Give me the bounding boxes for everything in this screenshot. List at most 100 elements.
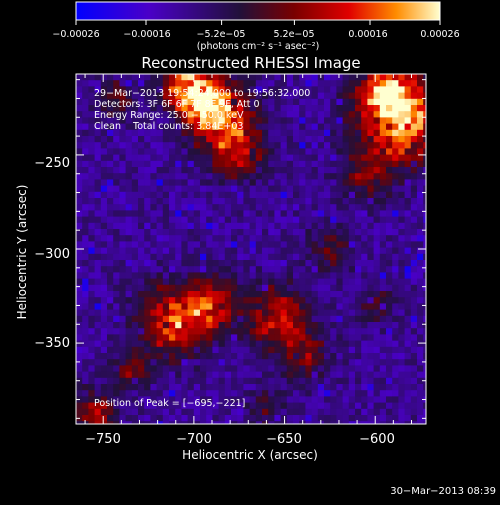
heatmap-cell — [150, 390, 157, 397]
heatmap-cell — [162, 359, 170, 366]
heatmap-cell — [249, 390, 257, 397]
heatmap-cell — [100, 229, 108, 236]
heatmap-cell — [342, 278, 350, 286]
heatmap-cell — [293, 229, 300, 236]
heatmap-cell — [386, 117, 393, 124]
heatmap-cell — [361, 142, 368, 149]
heatmap-cell — [361, 210, 368, 217]
heatmap-cell — [268, 328, 275, 335]
heatmap-cell — [119, 98, 126, 106]
heatmap-cell — [212, 92, 219, 100]
heatmap-cell — [162, 272, 170, 279]
heatmap-cell — [181, 303, 188, 310]
heatmap-cell — [355, 216, 362, 224]
heatmap-cell — [224, 278, 232, 286]
heatmap-cell — [286, 371, 294, 379]
heatmap-cell — [373, 297, 381, 304]
heatmap-cell — [274, 291, 281, 298]
heatmap-cell — [274, 390, 281, 397]
heatmap-cell — [224, 111, 232, 118]
heatmap-cell — [255, 390, 263, 397]
heatmap-cell — [212, 204, 219, 211]
heatmap-cell — [373, 173, 381, 180]
heatmap-cell — [342, 297, 350, 304]
heatmap-cell — [150, 98, 157, 106]
heatmap-cell — [237, 315, 244, 323]
y-tick-label-1: −300 — [34, 247, 70, 262]
heatmap-cell — [94, 98, 102, 106]
heatmap-cell — [156, 340, 164, 348]
heatmap-cell — [280, 179, 288, 186]
heatmap-cell — [76, 216, 83, 224]
heatmap-cell — [367, 359, 374, 366]
heatmap-cell — [355, 421, 362, 424]
heatmap-cell — [398, 210, 405, 217]
heatmap-cell — [355, 284, 362, 292]
heatmap-cell — [361, 86, 368, 93]
heatmap-cell — [268, 340, 275, 348]
info-line-detectors: Detectors: 3F 6F 6F 7F 8F 9F, Att 0 — [94, 99, 260, 110]
heatmap-cell — [293, 266, 300, 273]
heatmap-cell — [274, 98, 281, 106]
heatmap-cell — [324, 98, 331, 106]
heatmap-cell — [348, 142, 356, 149]
heatmap-cell — [255, 160, 263, 168]
heatmap-cell — [150, 421, 157, 424]
heatmap-cell — [311, 278, 319, 286]
heatmap-cell — [423, 390, 426, 397]
heatmap-cell — [94, 105, 102, 112]
heatmap-cell — [348, 204, 356, 211]
heatmap-cell — [138, 210, 145, 217]
heatmap-cell — [138, 136, 145, 143]
heatmap-cell — [150, 415, 157, 422]
heatmap-cell — [373, 315, 381, 323]
heatmap-cell — [224, 408, 232, 416]
heatmap-cell — [330, 334, 337, 341]
heatmap-cell — [293, 111, 300, 118]
colorbar-tick-label-2: −5.2e−05 — [197, 29, 246, 40]
heatmap-cell — [94, 129, 102, 137]
heatmap-cell — [293, 377, 300, 385]
heatmap-cell — [224, 154, 232, 162]
heatmap-cell — [131, 402, 139, 410]
heatmap-cell — [162, 402, 170, 410]
heatmap-cell — [317, 415, 325, 422]
heatmap-cell — [255, 340, 263, 348]
heatmap-cell — [193, 340, 201, 348]
heatmap-cell — [342, 421, 350, 424]
heatmap-cell — [268, 297, 275, 304]
heatmap-cell — [293, 390, 300, 397]
heatmap-cell — [200, 421, 207, 424]
heatmap-cell — [330, 303, 337, 310]
heatmap-cell — [417, 148, 424, 155]
heatmap-cell — [286, 353, 294, 360]
heatmap-cell — [311, 154, 319, 162]
heatmap-cell — [131, 359, 139, 366]
heatmap-cell — [274, 365, 281, 372]
heatmap-cell — [268, 359, 275, 366]
heatmap-cell — [398, 322, 405, 329]
heatmap-cell — [193, 359, 201, 366]
heatmap-cell — [107, 260, 114, 267]
heatmap-cell — [237, 359, 244, 366]
heatmap-cell — [268, 111, 275, 118]
heatmap-cell — [423, 105, 426, 112]
heatmap-cell — [162, 210, 170, 217]
heatmap-cell — [150, 346, 157, 354]
heatmap-cell — [131, 185, 139, 193]
heatmap-cell — [386, 198, 393, 205]
heatmap-cell — [224, 148, 232, 155]
heatmap-cell — [150, 185, 157, 193]
heatmap-cell — [206, 315, 213, 323]
heatmap-cell — [206, 359, 213, 366]
heatmap-cell — [181, 154, 188, 162]
heatmap-cell — [299, 191, 306, 199]
heatmap-cell — [404, 216, 412, 224]
heatmap-cell — [317, 216, 325, 224]
heatmap-cell — [156, 396, 164, 403]
heatmap-cell — [113, 98, 120, 106]
heatmap-cell — [324, 396, 331, 403]
heatmap-cell — [218, 210, 226, 217]
heatmap-cell — [373, 92, 381, 100]
heatmap-cell — [187, 235, 195, 242]
